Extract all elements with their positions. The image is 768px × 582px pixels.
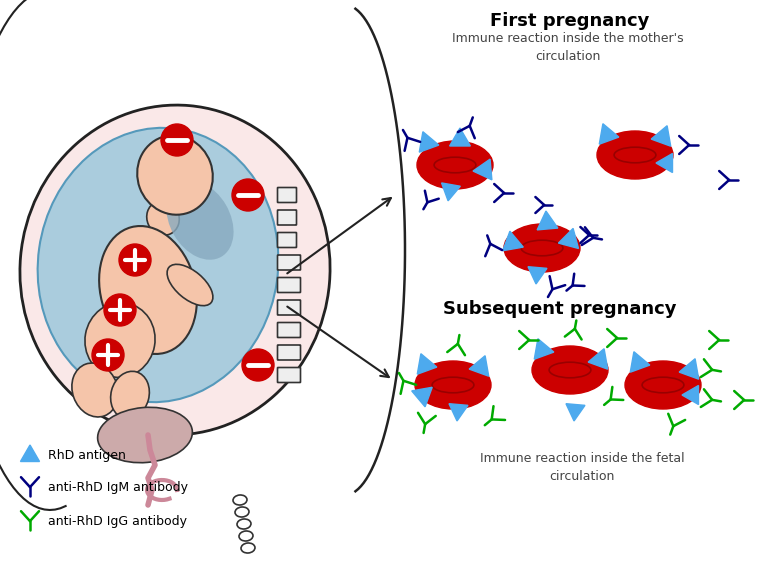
Polygon shape	[412, 387, 432, 407]
Ellipse shape	[417, 141, 493, 189]
Ellipse shape	[235, 507, 249, 517]
Polygon shape	[631, 352, 650, 372]
Polygon shape	[417, 354, 437, 374]
Polygon shape	[588, 349, 607, 369]
Polygon shape	[599, 124, 619, 144]
Polygon shape	[656, 154, 673, 172]
Ellipse shape	[233, 495, 247, 505]
FancyBboxPatch shape	[277, 232, 296, 247]
Ellipse shape	[237, 519, 251, 529]
Polygon shape	[449, 404, 468, 421]
Text: anti-RhD IgG antibody: anti-RhD IgG antibody	[48, 516, 187, 528]
Text: First pregnancy: First pregnancy	[490, 12, 650, 30]
Ellipse shape	[20, 105, 330, 435]
Text: Immune reaction inside the mother's
circulation: Immune reaction inside the mother's circ…	[452, 32, 684, 63]
FancyBboxPatch shape	[277, 255, 300, 270]
Polygon shape	[473, 159, 492, 180]
Ellipse shape	[38, 128, 278, 402]
Polygon shape	[537, 211, 558, 230]
FancyBboxPatch shape	[277, 300, 300, 315]
Text: anti-RhD IgM antibody: anti-RhD IgM antibody	[48, 481, 188, 495]
Polygon shape	[21, 445, 39, 462]
Ellipse shape	[532, 346, 608, 394]
Polygon shape	[651, 126, 670, 146]
Polygon shape	[535, 339, 554, 359]
Text: Subsequent pregnancy: Subsequent pregnancy	[443, 300, 677, 318]
Polygon shape	[503, 231, 523, 251]
Ellipse shape	[147, 201, 179, 235]
Polygon shape	[469, 356, 488, 376]
Polygon shape	[558, 228, 578, 249]
Ellipse shape	[137, 135, 213, 215]
Polygon shape	[679, 359, 699, 379]
Circle shape	[232, 179, 264, 211]
Polygon shape	[528, 267, 547, 284]
Ellipse shape	[99, 226, 197, 354]
FancyBboxPatch shape	[277, 278, 300, 293]
Ellipse shape	[597, 131, 673, 179]
Ellipse shape	[239, 531, 253, 541]
Text: Immune reaction inside the fetal
circulation: Immune reaction inside the fetal circula…	[480, 452, 684, 483]
Polygon shape	[566, 404, 585, 421]
Circle shape	[242, 349, 274, 381]
Polygon shape	[682, 385, 699, 404]
Ellipse shape	[625, 361, 701, 409]
Text: RhD antigen: RhD antigen	[48, 449, 126, 463]
Circle shape	[119, 244, 151, 276]
Circle shape	[104, 294, 136, 326]
Ellipse shape	[241, 543, 255, 553]
Ellipse shape	[72, 363, 118, 417]
FancyBboxPatch shape	[277, 322, 300, 338]
Polygon shape	[449, 128, 470, 146]
FancyBboxPatch shape	[277, 187, 296, 203]
Circle shape	[92, 339, 124, 371]
FancyBboxPatch shape	[277, 367, 300, 382]
Ellipse shape	[111, 371, 149, 418]
Circle shape	[161, 124, 193, 156]
Ellipse shape	[98, 407, 192, 463]
FancyBboxPatch shape	[277, 210, 296, 225]
FancyBboxPatch shape	[277, 345, 300, 360]
Ellipse shape	[415, 361, 491, 409]
Polygon shape	[419, 132, 439, 152]
Ellipse shape	[167, 180, 233, 260]
Ellipse shape	[167, 264, 213, 306]
Polygon shape	[442, 183, 460, 201]
Ellipse shape	[504, 224, 580, 272]
Ellipse shape	[85, 303, 155, 378]
